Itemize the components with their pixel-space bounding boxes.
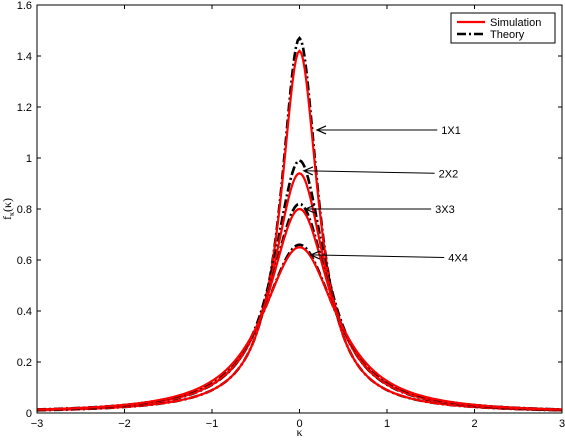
simulation-curve-4X4 bbox=[36, 246, 563, 411]
legend: Simulation Theory bbox=[450, 12, 556, 44]
y-axis-label-tail: (κ) bbox=[0, 198, 14, 212]
legend-simulation-label: Simulation bbox=[490, 17, 541, 29]
annotation-arrowhead-2X2 bbox=[302, 166, 314, 176]
annotation-arrowhead-4X4 bbox=[309, 250, 321, 260]
annotation-label-2X2: 2X2 bbox=[439, 168, 459, 180]
annotation-label-1X1: 1X1 bbox=[441, 125, 461, 137]
y-tick-label: 1.2 bbox=[17, 102, 32, 114]
y-tick-label: 1 bbox=[26, 153, 32, 165]
x-tick-label: 2 bbox=[471, 418, 477, 430]
x-tick-label: −2 bbox=[118, 418, 131, 430]
annotation-layer: 1X1 2X2 3X3 4X4 bbox=[302, 125, 468, 264]
y-axis-label-subscript: κ bbox=[7, 212, 16, 216]
x-tick-label: 0 bbox=[296, 418, 302, 430]
y-axis-label-main: f bbox=[0, 216, 14, 220]
annotation-arrowhead-1X1 bbox=[315, 125, 327, 135]
annotation-label-3X3: 3X3 bbox=[435, 204, 455, 216]
x-axis-ticks: −3 −2 −1 0 1 2 3 bbox=[31, 5, 565, 430]
x-tick-label: −3 bbox=[31, 418, 44, 430]
curve-layer bbox=[36, 36, 563, 412]
x-axis-label: κ bbox=[296, 425, 302, 439]
y-tick-label: 0.6 bbox=[17, 255, 32, 267]
legend-theory-label: Theory bbox=[490, 29, 525, 41]
annotation-arrow-2X2 bbox=[303, 170, 435, 174]
y-tick-label: 0.2 bbox=[17, 357, 32, 369]
x-tick-label: 3 bbox=[559, 418, 565, 430]
x-tick-label: −1 bbox=[206, 418, 219, 430]
annotation-arrow-4X4 bbox=[310, 254, 445, 258]
annotation-arrowhead-3X3 bbox=[304, 204, 315, 214]
y-tick-label: 1.6 bbox=[17, 0, 32, 12]
legend-box bbox=[450, 12, 556, 44]
y-tick-label: 1.4 bbox=[17, 51, 32, 63]
y-tick-label: 0 bbox=[26, 408, 32, 420]
x-tick-label: 1 bbox=[384, 418, 390, 430]
y-tick-label: 0.4 bbox=[17, 306, 32, 318]
y-axis-label: fκ(κ) bbox=[0, 198, 16, 220]
y-tick-label: 0.8 bbox=[17, 204, 32, 216]
y-axis-ticks: 0 0.2 0.4 0.6 0.8 1 1.2 1.4 1.6 bbox=[17, 0, 562, 420]
annotation-label-4X4: 4X4 bbox=[448, 252, 468, 264]
